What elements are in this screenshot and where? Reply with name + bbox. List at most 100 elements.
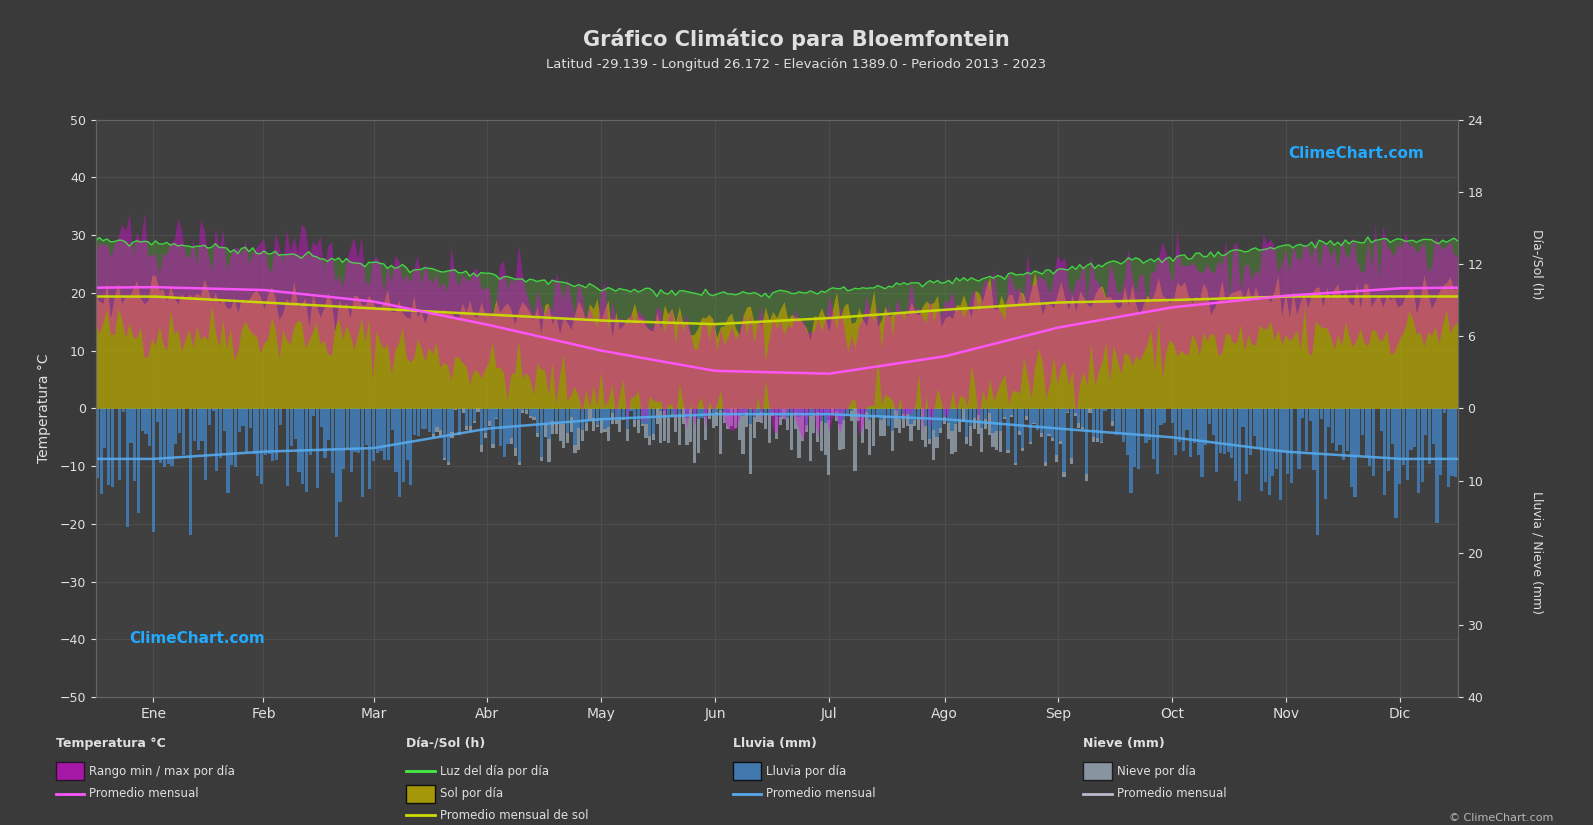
Bar bbox=[954, 424, 957, 452]
Bar bbox=[793, 408, 796, 412]
Bar bbox=[1416, 408, 1419, 493]
Bar bbox=[1432, 408, 1435, 444]
Bar bbox=[804, 425, 808, 432]
Bar bbox=[1241, 408, 1244, 427]
Bar bbox=[1308, 408, 1311, 421]
Bar bbox=[1391, 408, 1394, 444]
Bar bbox=[599, 418, 602, 433]
Text: Temperatura °C: Temperatura °C bbox=[56, 737, 166, 750]
Bar bbox=[940, 428, 943, 433]
Bar bbox=[570, 417, 573, 431]
Bar bbox=[1043, 408, 1047, 462]
Bar bbox=[712, 408, 715, 413]
Bar bbox=[487, 408, 491, 421]
Bar bbox=[776, 408, 777, 417]
Bar bbox=[260, 408, 263, 483]
Bar bbox=[1383, 408, 1386, 495]
Bar bbox=[1324, 408, 1327, 499]
Bar bbox=[1093, 436, 1096, 441]
Text: Promedio mensual: Promedio mensual bbox=[1117, 787, 1227, 800]
Bar bbox=[746, 408, 749, 412]
Bar bbox=[1077, 423, 1080, 427]
Bar bbox=[1238, 408, 1241, 501]
Bar bbox=[890, 431, 894, 451]
Bar bbox=[991, 433, 994, 447]
Bar bbox=[1321, 408, 1322, 418]
Bar bbox=[507, 408, 510, 445]
Bar bbox=[104, 408, 107, 449]
Bar bbox=[443, 458, 446, 460]
Bar bbox=[1043, 462, 1047, 466]
Bar bbox=[804, 408, 808, 425]
Bar bbox=[946, 408, 949, 423]
Bar bbox=[401, 408, 405, 482]
Bar bbox=[835, 412, 838, 421]
Bar bbox=[245, 408, 249, 452]
Bar bbox=[1002, 417, 1005, 419]
Bar bbox=[1129, 408, 1133, 493]
Bar bbox=[618, 417, 621, 432]
Bar bbox=[771, 412, 774, 416]
Bar bbox=[902, 408, 905, 413]
Bar bbox=[980, 408, 983, 428]
Bar bbox=[1346, 408, 1349, 451]
Bar bbox=[331, 408, 335, 473]
Bar bbox=[518, 408, 521, 462]
Bar bbox=[868, 421, 871, 455]
Bar bbox=[162, 408, 166, 467]
Bar bbox=[1246, 408, 1249, 474]
Bar bbox=[1313, 408, 1316, 469]
Bar bbox=[1024, 416, 1027, 421]
Bar bbox=[640, 408, 644, 423]
Bar bbox=[123, 408, 126, 412]
Bar bbox=[816, 412, 819, 442]
Bar bbox=[779, 417, 782, 425]
Bar bbox=[865, 412, 868, 430]
Bar bbox=[1163, 408, 1166, 423]
Bar bbox=[843, 420, 846, 449]
Bar bbox=[451, 432, 454, 437]
Bar bbox=[1048, 408, 1050, 434]
Bar bbox=[943, 417, 946, 424]
Bar bbox=[935, 408, 938, 436]
Bar bbox=[876, 408, 879, 417]
Text: Latitud -29.139 - Longitud 26.172 - Elevación 1389.0 - Periodo 2013 - 2023: Latitud -29.139 - Longitud 26.172 - Elev… bbox=[546, 58, 1047, 71]
Bar bbox=[1082, 427, 1085, 429]
Bar bbox=[883, 417, 886, 436]
Bar bbox=[573, 446, 577, 453]
Bar bbox=[312, 408, 315, 417]
Bar bbox=[1121, 408, 1125, 442]
Bar bbox=[1099, 408, 1102, 442]
Bar bbox=[1257, 408, 1260, 447]
Bar bbox=[715, 408, 718, 412]
Bar bbox=[924, 426, 927, 446]
Bar bbox=[1032, 422, 1035, 424]
Bar bbox=[973, 418, 977, 429]
Bar bbox=[693, 415, 696, 463]
Bar bbox=[1115, 408, 1118, 435]
Bar bbox=[660, 411, 663, 443]
Bar bbox=[718, 408, 722, 410]
Bar bbox=[988, 408, 991, 412]
Bar bbox=[323, 408, 327, 459]
Bar bbox=[1137, 408, 1141, 469]
Bar bbox=[932, 430, 935, 460]
Bar bbox=[473, 408, 476, 421]
Bar bbox=[726, 408, 730, 414]
Bar bbox=[1096, 408, 1099, 438]
Bar bbox=[473, 421, 476, 422]
Bar bbox=[548, 439, 551, 462]
Bar bbox=[215, 408, 218, 471]
Bar bbox=[1029, 442, 1032, 444]
Bar bbox=[1421, 408, 1424, 482]
Bar bbox=[1402, 408, 1405, 465]
Bar bbox=[107, 408, 110, 485]
Bar bbox=[604, 408, 607, 429]
Bar bbox=[1249, 408, 1252, 455]
Bar bbox=[178, 408, 182, 432]
Bar bbox=[503, 408, 505, 457]
Bar bbox=[276, 408, 279, 460]
Bar bbox=[1018, 408, 1021, 431]
Bar bbox=[1212, 408, 1215, 435]
Bar bbox=[435, 427, 438, 432]
